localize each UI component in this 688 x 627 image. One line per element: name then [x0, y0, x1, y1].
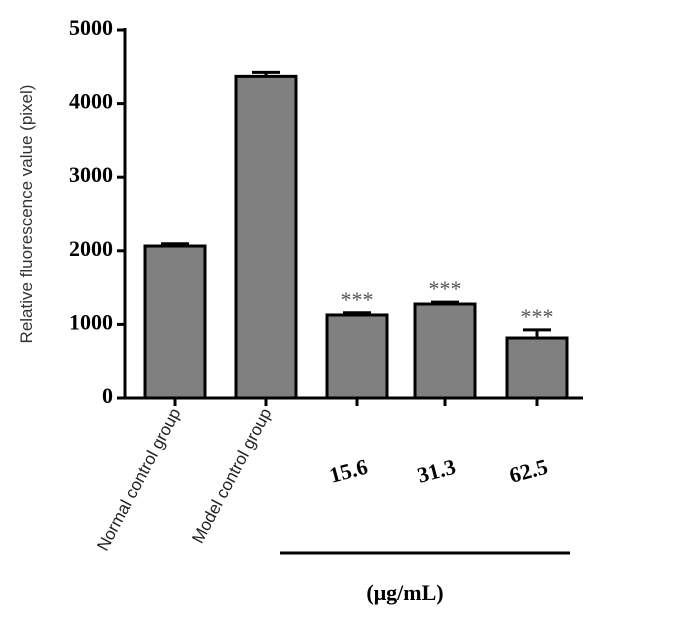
- y-axis-label: Relative fluorescence value (pixel): [17, 85, 36, 344]
- bar: [143, 244, 207, 400]
- error-bar: [523, 328, 551, 339]
- y-tick-label: 2000: [69, 236, 113, 261]
- error-bar: [431, 300, 459, 305]
- bar: [234, 74, 298, 400]
- significance: ***: [341, 287, 374, 312]
- y-tick-label: 4000: [69, 89, 113, 114]
- y-tick-label: 3000: [69, 162, 113, 187]
- y-tick-label: 5000: [69, 15, 113, 40]
- bar: [505, 336, 569, 400]
- y-tick-label: 0: [102, 383, 113, 408]
- group-label: (μg/mL): [366, 580, 443, 605]
- bar: [413, 302, 477, 400]
- error-bar: [252, 70, 280, 77]
- significance: ***: [521, 304, 554, 329]
- error-bar: [343, 311, 371, 315]
- y-tick-label: 1000: [69, 309, 113, 334]
- x-tick-label: 31.3: [415, 454, 459, 488]
- x-tick-label: Normal control group: [93, 405, 184, 554]
- error-bar: [161, 242, 189, 247]
- significance: ***: [429, 276, 462, 301]
- x-tick-label: 62.5: [507, 454, 551, 488]
- x-tick-label: 15.6: [327, 454, 371, 488]
- bar: [325, 313, 389, 400]
- x-tick-label: Model control group: [188, 405, 275, 547]
